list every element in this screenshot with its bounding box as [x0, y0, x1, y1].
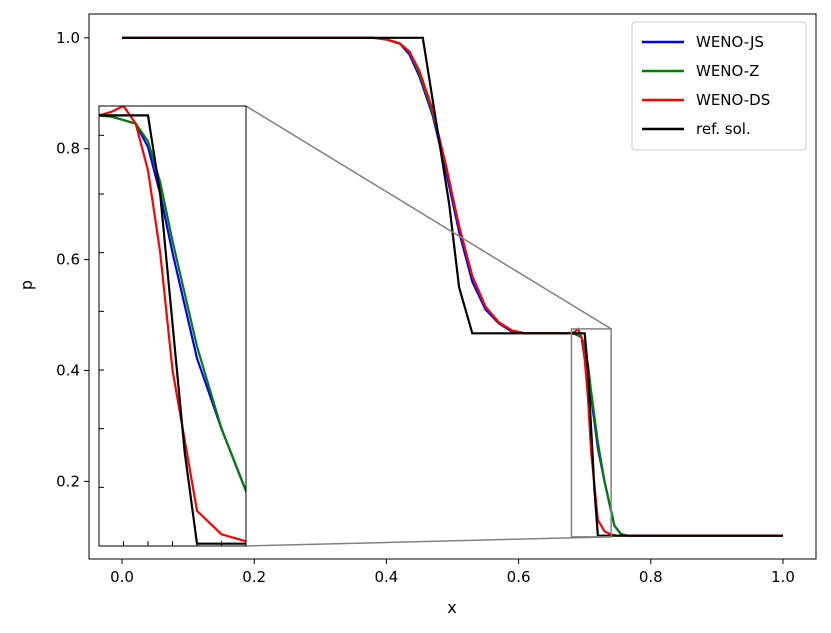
y-tick-label: 0.6: [56, 251, 80, 269]
inset-series-line-ref-sol: [99, 114, 246, 545]
zoom-connector-top: [245, 105, 612, 330]
main-lines: [122, 36, 783, 537]
inset-series-line-weno-z: [99, 114, 246, 495]
x-tick-label: 0.0: [110, 568, 134, 586]
y-tick-label: 1.0: [56, 29, 80, 47]
inset-lines: [99, 106, 246, 545]
x-tick-label: 0.6: [507, 568, 531, 586]
inset-ticks: [99, 134, 222, 546]
inset-series-line-weno-ds: [99, 106, 246, 543]
y-tick-label: 0.8: [56, 140, 80, 158]
y-axis: 0.2 0.4 0.6 0.8 1.0: [56, 29, 89, 490]
inset-series-line-weno-js: [99, 114, 246, 495]
legend-box: [631, 21, 807, 151]
legend-label-ref-sol: ref. sol.: [696, 120, 751, 138]
y-tick-label: 0.2: [56, 472, 80, 490]
x-axis-label: x: [447, 598, 456, 617]
y-tick-label: 0.4: [56, 361, 80, 379]
zoom-connector-bottom: [245, 536, 612, 547]
y-axis-label: p: [17, 280, 36, 290]
x-tick-label: 0.4: [374, 568, 398, 586]
legend-label-weno-z: WENO-Z: [696, 62, 759, 80]
legend: WENO-JS WENO-Z WENO-DS ref. sol.: [631, 21, 807, 151]
legend-label-weno-js: WENO-JS: [696, 33, 764, 51]
x-axis: 0.0 0.2 0.4 0.6 0.8 1.0: [110, 559, 795, 586]
x-tick-label: 0.8: [639, 568, 663, 586]
legend-label-weno-ds: WENO-DS: [696, 91, 770, 109]
plot-frame: [88, 13, 817, 560]
zoom-guides: [245, 105, 612, 547]
series-line-ref-sol: [122, 36, 783, 537]
x-tick-label: 0.2: [242, 568, 266, 586]
x-tick-label: 1.0: [771, 568, 795, 586]
